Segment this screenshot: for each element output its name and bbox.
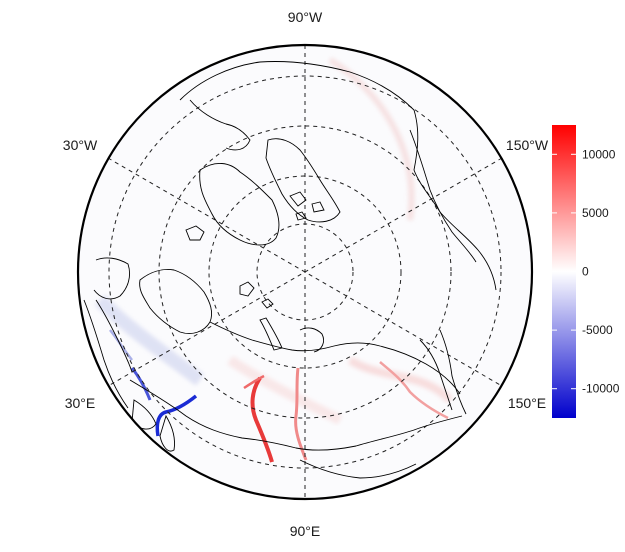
- coastlines: [83, 61, 497, 479]
- faint-red-field-south: [227, 355, 343, 425]
- label-30e: 30°E: [65, 395, 96, 411]
- coast-kamchatka: [439, 329, 467, 415]
- red-river-ob-branch: [243, 374, 265, 390]
- latitude-circle-60: [158, 125, 452, 419]
- coast-okhotsk: [419, 339, 453, 411]
- map-outer-border: [76, 43, 534, 501]
- latitude-circle-50: [108, 75, 502, 469]
- colorbar-tick-label: -10000: [582, 382, 620, 396]
- red-river-yenisei: [294, 367, 308, 461]
- longitude-labels: 90°W 30°W 150°W 30°E 150°E 90°E: [63, 9, 549, 539]
- faint-blue-field: [95, 295, 205, 386]
- colorbar: 10000 5000 0 -5000 -10000: [552, 125, 620, 418]
- coast-iceland: [185, 225, 205, 241]
- coast-alaska: [409, 129, 477, 263]
- coast-islands-1: [289, 191, 325, 221]
- coast-arctic-archipelago: [265, 138, 341, 223]
- coast-novaya-zemlya: [259, 317, 283, 351]
- label-30w: 30°W: [63, 137, 98, 153]
- data-field: [95, 57, 453, 463]
- coast-svalbard: [239, 281, 255, 297]
- colorbar-tick-label: 5000: [582, 206, 609, 220]
- border-europe-1: [95, 299, 133, 373]
- border-eurasia-south: [129, 379, 463, 451]
- coast-north-america: [179, 61, 497, 291]
- border-europe-2: [83, 299, 129, 409]
- coast-hudson-bay: [189, 99, 251, 151]
- coast-europe-north: [93, 257, 131, 300]
- colorbar-tick-label: -5000: [582, 323, 613, 337]
- red-river-lena: [379, 361, 449, 420]
- colorbar-tick-label: 0: [582, 265, 589, 279]
- label-90e: 90°E: [290, 523, 321, 539]
- border-china: [299, 459, 417, 479]
- label-90w: 90°W: [288, 9, 323, 25]
- blue-river-west: [109, 329, 133, 361]
- map-disk: [78, 45, 532, 499]
- coast-russia-north: [209, 321, 461, 395]
- blue-river-volga: [155, 394, 198, 437]
- label-150w: 150°W: [506, 137, 549, 153]
- colorbar-ticks: 10000 5000 0 -5000 -10000: [552, 147, 620, 396]
- coast-caspian: [159, 414, 175, 452]
- faint-red-field-east: [347, 356, 453, 403]
- red-river-ob: [250, 376, 274, 463]
- coast-greenland: [199, 163, 280, 246]
- label-150e: 150°E: [508, 395, 546, 411]
- meridian-150: [107, 157, 503, 387]
- graticule: [107, 45, 503, 499]
- coast-taymyr: [299, 327, 325, 353]
- faint-red-field-north: [328, 57, 415, 221]
- coast-franz-josef: [261, 298, 274, 309]
- colorbar-tick-label: 10000: [582, 147, 616, 161]
